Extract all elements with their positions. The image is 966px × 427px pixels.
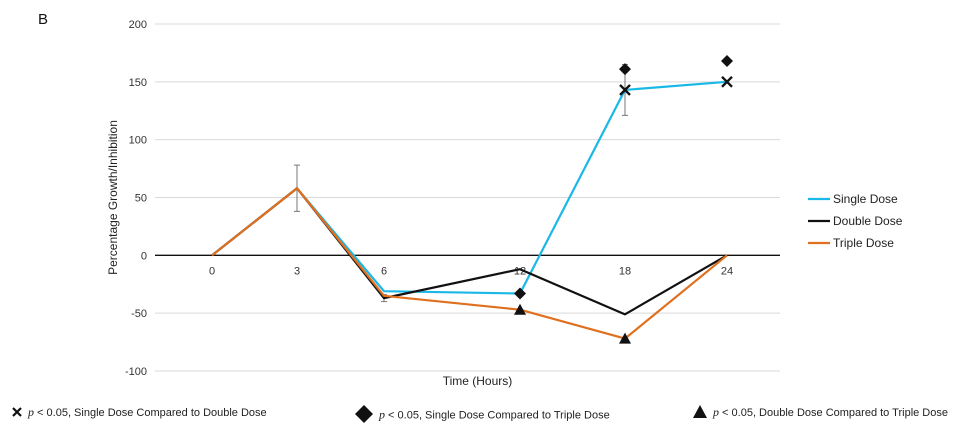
x-tick-label: 18 [619, 265, 631, 277]
diamond-marker [619, 63, 631, 76]
y-axis-ticks: -100 -50 0 50 100 150 200 [125, 19, 147, 378]
footnote-p: p [713, 405, 719, 419]
y-tick-label: 100 [129, 135, 147, 147]
significance-markers [514, 55, 733, 344]
x-axis-ticks: 0 3 6 12 18 24 [209, 265, 733, 277]
line-chart: B -100 -50 0 50 100 150 200 0 3 6 12 18 24 Percenta… [38, 11, 903, 388]
footnote-diamond: p < 0.05, Single Dose Compared to Triple… [355, 405, 610, 426]
y-axis-title: Percentage Growth/Inhibition [106, 120, 120, 275]
x-tick-label: 24 [721, 265, 733, 277]
x-marker-icon [12, 406, 22, 420]
y-tick-label: 0 [141, 250, 147, 262]
y-tick-label: -100 [125, 366, 147, 378]
x-marker [721, 75, 733, 88]
footnote-x: p < 0.05, Single Dose Compared to Double… [12, 405, 267, 420]
series-lines [211, 80, 728, 340]
y-tick-label: 150 [129, 77, 147, 89]
footnote-p: p [379, 407, 385, 422]
footnote-text: < 0.05, Double Dose Compared to Triple D… [719, 407, 948, 419]
series-line-triple-dose [211, 187, 728, 340]
triangle-marker-icon [693, 405, 707, 421]
footnote-triangle: p < 0.05, Double Dose Compared to Triple… [693, 405, 948, 421]
gridlines [155, 23, 780, 372]
series-line-single-dose [211, 80, 728, 295]
x-tick-label: 0 [209, 265, 215, 277]
triangle-marker [619, 332, 631, 344]
legend-label: Single Dose [833, 192, 898, 206]
x-tick-label: 6 [381, 265, 387, 277]
footnote-text: < 0.05, Single Dose Compared to Double D… [34, 407, 267, 419]
triangle-marker [514, 303, 526, 315]
diamond-marker [514, 287, 526, 300]
y-tick-label: 50 [135, 193, 147, 205]
legend-label: Triple Dose [833, 236, 894, 250]
y-tick-label: -50 [131, 308, 147, 320]
series-line-double-dose [211, 187, 728, 316]
x-tick-label: 3 [294, 265, 300, 277]
footnote-text: < 0.05, Single Dose Compared to Triple D… [385, 409, 610, 422]
x-marker [619, 84, 631, 96]
y-tick-label: 200 [129, 19, 147, 31]
x-tick-label: 12 [514, 265, 526, 277]
diamond-marker [721, 55, 733, 68]
x-axis-title: Time (Hours) [443, 374, 513, 388]
legend: Single Dose Double Dose Triple Dose [808, 192, 903, 250]
footnote-p: p [28, 405, 34, 419]
panel-label: B [38, 11, 48, 28]
diamond-marker-icon [355, 405, 373, 426]
legend-label: Double Dose [833, 214, 903, 228]
